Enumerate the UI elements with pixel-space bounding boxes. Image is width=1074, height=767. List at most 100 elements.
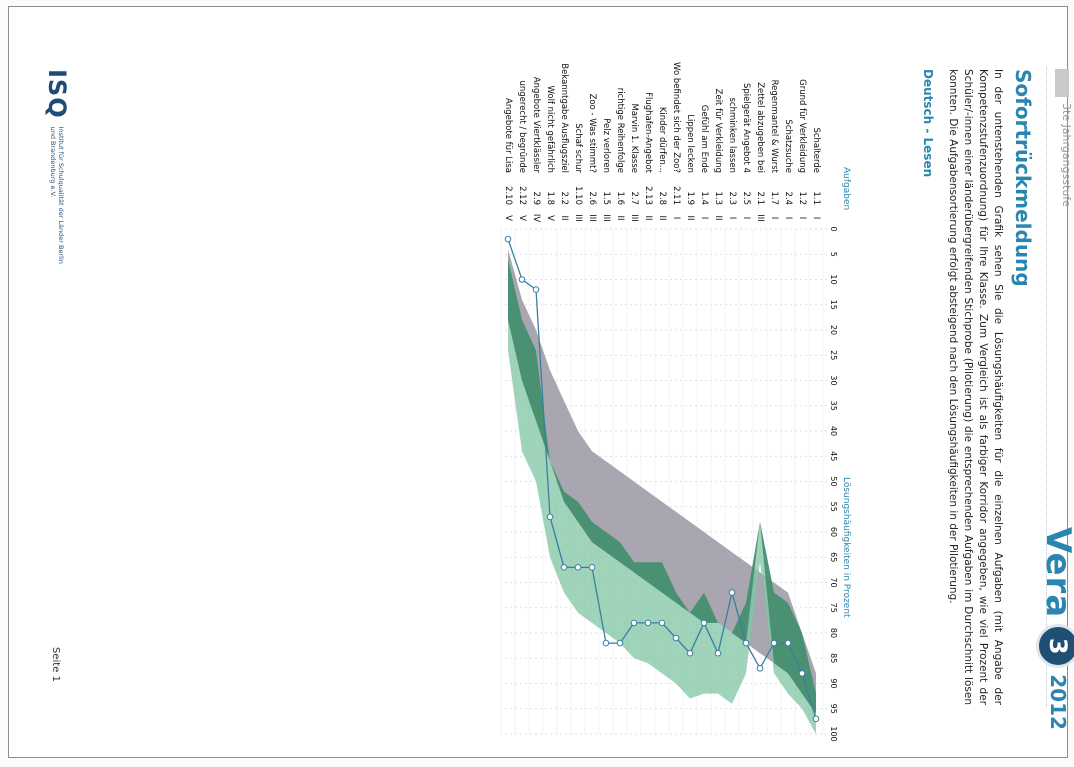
x-tick-label: 60 (829, 527, 838, 537)
task-name: Marvin 1. Klasse (629, 103, 639, 173)
task-name: Angebote Viertklässler (531, 76, 541, 173)
task-name: Wo befindet sich der Zoo? (671, 62, 681, 173)
class-result-point (812, 715, 820, 723)
task-number: 2.8 (657, 191, 667, 205)
task-row: Zoo - Was stimmt? 2.6 III (585, 37, 599, 227)
task-number: 2.7 (629, 191, 639, 205)
task-number: 1.2 (797, 191, 807, 205)
x-tick-label: 75 (829, 603, 838, 613)
task-level: IV (531, 213, 541, 223)
class-result-point (546, 513, 554, 521)
task-number: 2.5 (741, 191, 751, 205)
page-frame: 3te Jahrgangsstufe Vera 3 2012 Sofortrüc… (8, 6, 1074, 758)
task-row: Marvin 1. Klasse 2.7 III (627, 37, 641, 227)
task-number: 1.7 (769, 191, 779, 205)
task-number: 1.1 (811, 191, 821, 205)
task-name: Gefühl am Ende (699, 104, 709, 173)
task-name: Zeit für Verkleidung (713, 88, 723, 173)
task-row: Angebote Viertklässler 2.9 IV (529, 37, 543, 227)
task-number: 2.10 (503, 186, 513, 205)
task-name: Lippen lecken (685, 114, 695, 173)
task-number: 2.2 (559, 191, 569, 205)
x-tick-label: 35 (829, 401, 838, 411)
isq-text: Institut für Schulqualität der Länder Be… (49, 126, 65, 264)
task-row: Schaf schur 1.10 III (571, 37, 585, 227)
task-level: I (741, 216, 751, 220)
task-level: I (699, 216, 709, 220)
task-number: 1.10 (573, 186, 583, 205)
task-row: Regenmantel & Wurst 1.7 I (767, 37, 781, 227)
task-number: 2.9 (531, 191, 541, 205)
task-row: ungerecht / begründe 2.12 V (515, 37, 529, 227)
task-row: Gefühl am Ende 1.4 I (697, 37, 711, 227)
task-row: Wolf nicht gefährlich 1.8 V (543, 37, 557, 227)
class-result-point (742, 639, 750, 647)
class-result-point (602, 639, 610, 647)
task-row: Kinder dürfen... 2.8 II (655, 37, 669, 227)
x-tick-label: 70 (829, 577, 838, 587)
col-header-axis: Lösungshäufigkeiten in Prozent (841, 477, 851, 618)
task-level: II (713, 215, 723, 221)
task-number: 2.1 (755, 191, 765, 205)
task-number: 1.5 (601, 191, 611, 205)
task-level: II (615, 215, 625, 221)
task-row: Spielgerät Angebot 4 2.5 I (739, 37, 753, 227)
task-row: Pelz verloren 1.5 III (599, 37, 613, 227)
x-tick-label: 90 (829, 678, 838, 688)
task-level: II (685, 215, 695, 221)
x-tick-label: 65 (829, 552, 838, 562)
task-level: III (755, 214, 765, 222)
x-tick-label: 50 (829, 476, 838, 486)
brand-number: 3 (1036, 624, 1074, 669)
task-level: II (643, 215, 653, 221)
class-result-point (770, 639, 778, 647)
x-tick-label: 25 (829, 350, 838, 360)
comparison-corridor-dark (508, 259, 816, 714)
results-chart: 0 5 10 15 20 25 30 35 40 45 50 55 60 65 70 75 80 85 90 95 10… (500, 226, 838, 742)
x-tick-label: 95 (829, 704, 838, 714)
task-number: 2.4 (783, 191, 793, 205)
class-result-point (518, 276, 526, 283)
vera-logo: Vera 3 2012 (1033, 527, 1074, 730)
task-row: Schalterde 1.1 I (809, 37, 823, 227)
class-result-point (588, 564, 596, 571)
task-row: schminken lassen 2.3 I (725, 37, 739, 227)
task-level: V (517, 215, 527, 221)
task-level: III (587, 214, 597, 222)
header-badge (1055, 69, 1069, 97)
task-row: Angebote für Lisa 2.10 V (501, 37, 515, 227)
class-result-point (630, 619, 638, 627)
task-row: richtige Reihenfolge 1.6 II (613, 37, 627, 227)
task-number: 1.3 (713, 191, 723, 205)
brand-year: 2012 (1046, 674, 1070, 730)
intro-text: In der untenstehenden Grafik sehen Sie d… (947, 69, 1004, 705)
isq-logo: ISQ (43, 69, 71, 119)
task-level: III (573, 214, 583, 222)
task-name: Bekanntgabe Ausflugsziel (559, 63, 569, 173)
task-level: III (629, 214, 639, 222)
x-tick-label: 5 (829, 252, 838, 257)
header-subtitle: 3te Jahrgangsstufe (1060, 103, 1073, 207)
task-number: 2.13 (643, 186, 653, 205)
task-level: II (559, 215, 569, 221)
class-result-point (798, 670, 806, 677)
class-result-point (714, 649, 722, 657)
task-name: Zoo - Was stimmt? (587, 93, 597, 173)
brand-vera: Vera (1038, 527, 1074, 619)
class-result-point (644, 619, 652, 627)
task-name: richtige Reihenfolge (615, 87, 625, 173)
task-level: III (601, 214, 611, 222)
task-row: Wo befindet sich der Zoo? 2.11 I (669, 37, 683, 227)
class-result-point (532, 286, 540, 293)
col-header-tasks: Aufgaben (841, 167, 851, 211)
task-level: I (783, 216, 793, 220)
class-result-point (616, 639, 624, 647)
task-number: 1.8 (545, 191, 555, 205)
rotated-page: 3te Jahrgangsstufe Vera 3 2012 Sofortrüc… (9, 7, 1074, 767)
class-result-point (756, 665, 764, 672)
task-number: 2.12 (517, 186, 527, 205)
page-title: Sofortrückmeldung (1011, 69, 1035, 287)
task-name: Zettel abzugeben bei (755, 82, 765, 173)
task-row: Bekanntgabe Ausflugsziel 2.2 II (557, 37, 571, 227)
task-name: Spielgerät Angebot 4 (741, 83, 751, 173)
